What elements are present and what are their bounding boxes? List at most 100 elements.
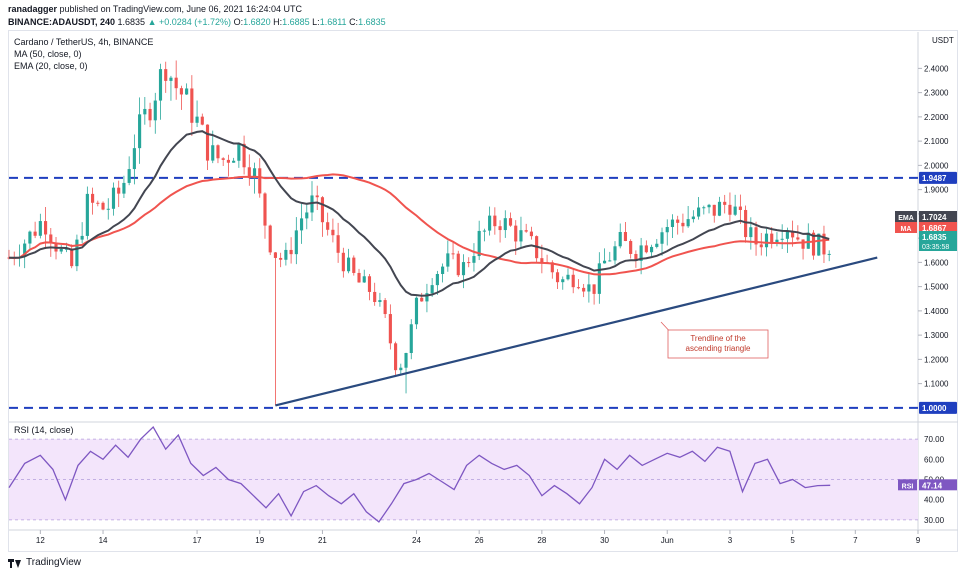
price-tick-label: 1.2000 — [924, 355, 949, 364]
time-tick-label: 28 — [537, 536, 546, 545]
rsi-tick-label: 40.00 — [924, 496, 945, 505]
candle-body — [153, 100, 157, 121]
legend-ema: EMA (20, close, 0) — [14, 61, 88, 71]
candle-body — [754, 227, 758, 245]
close-value: 1.6835 — [358, 17, 386, 27]
footer-brand[interactable]: TradingView — [8, 557, 81, 568]
candle-body — [529, 231, 533, 237]
candle-body — [770, 233, 774, 243]
candle-body — [806, 232, 810, 249]
candle-body — [785, 231, 789, 239]
candle-body — [435, 273, 439, 286]
candle-body — [414, 297, 419, 325]
candle-body — [482, 230, 486, 232]
annotation-text: Trendline of the — [690, 334, 746, 343]
ema-20-line — [9, 130, 830, 297]
time-tick-label: 14 — [99, 536, 108, 545]
price-label-countdown: 03:35:58 — [922, 244, 949, 251]
author-name[interactable]: ranadagger — [8, 4, 58, 14]
rsi-tag-bg — [898, 479, 917, 491]
candle-body — [169, 77, 173, 81]
price-label-tag: EMA — [898, 215, 914, 222]
legend-title: Cardano / TetherUS, 4h, BINANCE — [14, 37, 154, 47]
rsi-tick-label: 30.00 — [924, 516, 945, 525]
candle-body — [394, 343, 398, 371]
candle-body — [132, 148, 136, 170]
time-tick-label: 9 — [916, 536, 921, 545]
candle-body — [566, 274, 570, 280]
time-tick-label: 3 — [728, 536, 733, 545]
candle-body — [629, 240, 633, 254]
price-tick-label: 1.6000 — [924, 258, 949, 267]
price-tick-label: 1.1000 — [924, 380, 949, 389]
candle-body — [258, 168, 262, 194]
candle-body — [420, 297, 424, 302]
candle-body — [221, 158, 225, 160]
candle-body — [117, 187, 121, 194]
candle-body — [775, 239, 779, 243]
candle-body — [597, 263, 601, 294]
candle-body — [247, 167, 251, 179]
close-label: C: — [349, 17, 359, 27]
candle-body — [811, 232, 816, 256]
high-value: 1.6885 — [282, 17, 310, 27]
candle-body — [388, 314, 392, 344]
candle-body — [127, 169, 131, 183]
candle-body — [294, 230, 298, 255]
time-tick-label: 26 — [475, 536, 484, 545]
candle-body — [660, 232, 664, 244]
candle-body — [827, 253, 831, 255]
time-tick-label: 17 — [193, 536, 202, 545]
time-tick-label: 21 — [318, 536, 327, 545]
candle-body — [712, 204, 716, 216]
symbol-label: BINANCE:ADAUSDT, 240 — [8, 17, 116, 27]
candle-body — [749, 227, 753, 238]
candle-body — [404, 352, 408, 368]
candle-body — [59, 248, 63, 252]
price-tick-label: 1.4000 — [924, 307, 949, 316]
main-legend: Cardano / TetherUS, 4h, BINANCE MA (50, … — [14, 36, 153, 72]
time-tick-label: 30 — [600, 536, 609, 545]
candle-body — [252, 168, 257, 179]
candle-body — [326, 222, 330, 230]
open-label: O: — [233, 17, 244, 27]
candle-body — [644, 245, 648, 253]
published-text: published on TradingView.com, June 06, 2… — [59, 4, 303, 14]
price-tick-label: 2.3000 — [924, 89, 949, 98]
candle-body — [190, 88, 194, 123]
candle-body — [237, 143, 241, 161]
candle-body — [425, 293, 429, 302]
candle-body — [289, 249, 293, 255]
candle-body — [456, 253, 460, 276]
chart-frame — [8, 30, 958, 552]
price-label-value: 1.6835 — [922, 233, 947, 242]
candle-body — [602, 260, 607, 264]
candle-body — [91, 193, 95, 203]
candle-body — [670, 219, 675, 228]
level-label-bg — [919, 401, 957, 414]
candle-body — [467, 262, 471, 264]
candle-body — [550, 262, 554, 273]
candle-body — [226, 159, 230, 163]
time-tick-label: 7 — [853, 536, 858, 545]
candle-body — [686, 219, 690, 227]
candle-body — [138, 114, 142, 149]
candle-body — [185, 88, 189, 95]
candle-body — [111, 187, 116, 209]
candle-body — [576, 287, 580, 289]
candle-body — [477, 230, 481, 257]
level-label: 1.0000 — [922, 404, 947, 413]
candle-body — [441, 266, 445, 274]
candle-body — [164, 69, 168, 81]
candle-body — [23, 243, 27, 257]
candle-body — [195, 116, 199, 123]
candle-body — [681, 222, 685, 227]
publisher-line: ranadagger published on TradingView.com,… — [8, 3, 386, 16]
candle-body — [331, 229, 335, 236]
candle-body — [519, 230, 523, 242]
candle-body — [650, 246, 654, 253]
price-tick-label: 1.9000 — [924, 186, 949, 195]
candle-body — [639, 245, 643, 261]
candle-body — [582, 287, 586, 292]
